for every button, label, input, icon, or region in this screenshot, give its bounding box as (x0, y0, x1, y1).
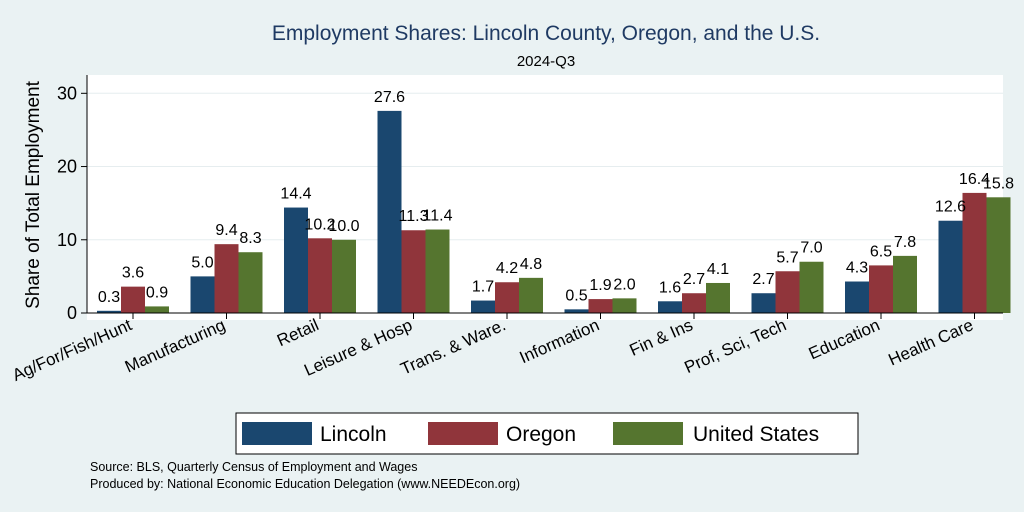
x-tick-label: Education (806, 315, 883, 363)
x-tick-label: Leisure & Hosp (301, 315, 415, 380)
bar-lincoln (564, 309, 589, 313)
x-tick-label: Trans. & Ware. (398, 315, 509, 378)
bars (97, 110, 1011, 313)
data-label: 12.6 (935, 199, 966, 216)
gridlines (87, 92, 1003, 241)
legend-label: Lincoln (320, 423, 387, 446)
bar-lincoln (751, 293, 776, 313)
data-label: 4.2 (496, 260, 518, 277)
data-label: 4.3 (846, 260, 868, 277)
x-tick-label: Prof, Sci, Tech (682, 315, 790, 377)
data-label: 10.0 (328, 218, 359, 235)
data-label: 1.7 (472, 279, 494, 296)
bar-oregon (121, 286, 145, 313)
data-label: 11.4 (423, 208, 453, 225)
y-axis: 0 10 20 30 (57, 75, 88, 323)
legend-swatch (242, 422, 312, 445)
data-label: 1.9 (589, 277, 611, 294)
data-label: 5.7 (776, 249, 798, 266)
bar-united-states (612, 298, 637, 313)
data-label: 4.1 (707, 261, 729, 278)
bar-united-states (893, 255, 917, 313)
bar-oregon (588, 299, 613, 313)
data-label: 14.4 (280, 186, 311, 203)
bar-lincoln (845, 281, 869, 313)
bar-lincoln (471, 300, 495, 313)
y-axis-label: Share of Total Employment (23, 80, 44, 308)
data-label: 0.5 (565, 287, 587, 304)
legend-swatch (428, 422, 498, 445)
bar-united-states (519, 277, 543, 313)
x-tick-label: Manufacturing (122, 315, 228, 376)
bar-lincoln (284, 207, 308, 313)
bar-united-states (799, 261, 824, 313)
data-label: 4.8 (520, 256, 542, 273)
bar-oregon (682, 293, 706, 313)
legend-label: Oregon (506, 423, 576, 446)
bar-oregon (495, 282, 519, 313)
bar-united-states (986, 197, 1011, 313)
data-label: 2.7 (752, 271, 774, 288)
x-tick-label: Retail (274, 315, 321, 350)
y-tick-label: 30 (57, 83, 77, 103)
bar-lincoln (658, 301, 682, 313)
data-label: 10.2 (304, 216, 335, 233)
bar-lincoln (190, 276, 215, 313)
data-label: 6.5 (870, 243, 892, 260)
bar-united-states (425, 229, 450, 313)
producer-note: Produced by: National Economic Education… (90, 477, 520, 491)
legend-box (235, 412, 859, 455)
bar-united-states (332, 239, 356, 313)
x-tick-label: Ag/For/Fish/Hunt (10, 315, 135, 385)
legend: Lincoln Oregon United States (235, 412, 859, 455)
y-tick-label: 20 (57, 157, 77, 177)
legend-label: United States (693, 423, 819, 446)
bar-oregon (869, 265, 893, 313)
data-label: 2.0 (613, 276, 635, 293)
data-labels: 0.33.60.9 5.09.4 8.3 14.4 10.210.0 27.6 11.311… (98, 89, 1014, 306)
bar-lincoln (938, 220, 963, 313)
data-label: 0.9 (146, 284, 168, 301)
y-tick-label: 0 (67, 303, 77, 323)
x-tick-label: Information (517, 315, 602, 367)
data-label: 11.3 (399, 208, 429, 225)
bar-oregon (401, 230, 426, 313)
data-label: 7.8 (894, 234, 916, 251)
data-label: 8.3 (239, 230, 261, 247)
data-label: 16.4 (959, 171, 990, 188)
bar-oregon (214, 244, 239, 313)
bar-lincoln (97, 310, 121, 313)
data-label: 5.0 (191, 254, 213, 271)
bar-united-states (145, 306, 169, 313)
data-label: 2.7 (683, 271, 705, 288)
bar-united-states (238, 252, 263, 313)
data-label: 0.3 (98, 289, 120, 306)
chart-subtitle: 2024-Q3 (517, 53, 575, 70)
data-label: 15.8 (983, 175, 1014, 192)
chart-title: Employment Shares: Lincoln County, Orego… (272, 22, 820, 45)
y-tick-label: 10 (57, 230, 77, 250)
data-label: 1.6 (659, 279, 681, 296)
data-label: 7.0 (800, 240, 822, 257)
bar-oregon (962, 192, 987, 313)
bar-lincoln (377, 110, 402, 313)
legend-swatch (613, 422, 683, 445)
data-label: 27.6 (374, 89, 405, 106)
data-label: 3.6 (122, 265, 144, 282)
bar-oregon (308, 238, 332, 313)
bar-united-states (706, 282, 730, 313)
bar-oregon (775, 271, 800, 313)
source-note: Source: BLS, Quarterly Census of Employm… (90, 460, 417, 474)
x-tick-label: Fin & Ins (627, 315, 696, 360)
x-tick-label: Health Care (886, 315, 977, 369)
data-label: 9.4 (215, 222, 237, 239)
